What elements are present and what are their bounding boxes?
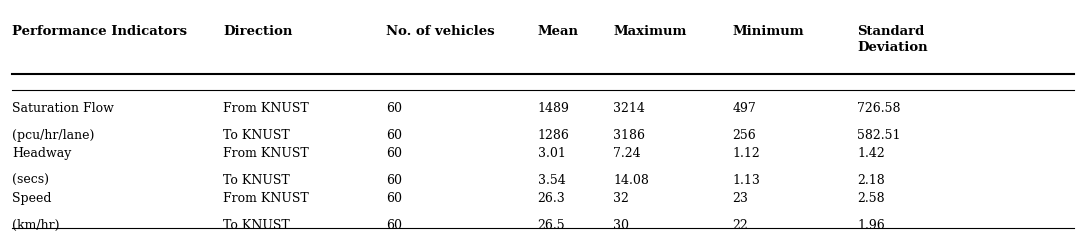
- Text: From KNUST: From KNUST: [224, 147, 310, 160]
- Text: 1489: 1489: [538, 102, 569, 115]
- Text: Speed: Speed: [12, 192, 52, 205]
- Text: Mean: Mean: [538, 25, 579, 38]
- Text: Saturation Flow: Saturation Flow: [12, 102, 114, 115]
- Text: 60: 60: [386, 219, 402, 232]
- Text: 582.51: 582.51: [857, 129, 900, 142]
- Text: 3.54: 3.54: [538, 173, 566, 187]
- Text: (km/hr): (km/hr): [12, 219, 60, 232]
- Text: Headway: Headway: [12, 147, 72, 160]
- Text: 30: 30: [614, 219, 630, 232]
- Text: 60: 60: [386, 147, 402, 160]
- Text: 60: 60: [386, 173, 402, 187]
- Text: 1.13: 1.13: [733, 173, 760, 187]
- Text: 1286: 1286: [538, 129, 569, 142]
- Text: From KNUST: From KNUST: [224, 192, 310, 205]
- Text: 726.58: 726.58: [857, 102, 900, 115]
- Text: 497: 497: [733, 102, 756, 115]
- Text: No. of vehicles: No. of vehicles: [386, 25, 494, 38]
- Text: To KNUST: To KNUST: [224, 129, 290, 142]
- Text: (secs): (secs): [12, 173, 49, 187]
- Text: 1.96: 1.96: [857, 219, 885, 232]
- Text: 3214: 3214: [614, 102, 645, 115]
- Text: Standard
Deviation: Standard Deviation: [857, 25, 927, 54]
- Text: Direction: Direction: [224, 25, 293, 38]
- Text: (pcu/hr/lane): (pcu/hr/lane): [12, 129, 94, 142]
- Text: 7.24: 7.24: [614, 147, 641, 160]
- Text: To KNUST: To KNUST: [224, 173, 290, 187]
- Text: 26.5: 26.5: [538, 219, 565, 232]
- Text: 22: 22: [733, 219, 748, 232]
- Text: 26.3: 26.3: [538, 192, 566, 205]
- Text: Performance Indicators: Performance Indicators: [12, 25, 187, 38]
- Text: 1.42: 1.42: [857, 147, 885, 160]
- Text: Minimum: Minimum: [733, 25, 805, 38]
- Text: To KNUST: To KNUST: [224, 219, 290, 232]
- Text: 23: 23: [733, 192, 748, 205]
- Text: 3186: 3186: [614, 129, 645, 142]
- Text: From KNUST: From KNUST: [224, 102, 310, 115]
- Text: 2.18: 2.18: [857, 173, 885, 187]
- Text: 256: 256: [733, 129, 756, 142]
- Text: 60: 60: [386, 129, 402, 142]
- Text: 3.01: 3.01: [538, 147, 566, 160]
- Text: Maximum: Maximum: [614, 25, 686, 38]
- Text: 60: 60: [386, 192, 402, 205]
- Text: 1.12: 1.12: [733, 147, 760, 160]
- Text: 32: 32: [614, 192, 629, 205]
- Text: 2.58: 2.58: [857, 192, 885, 205]
- Text: 60: 60: [386, 102, 402, 115]
- Text: 14.08: 14.08: [614, 173, 649, 187]
